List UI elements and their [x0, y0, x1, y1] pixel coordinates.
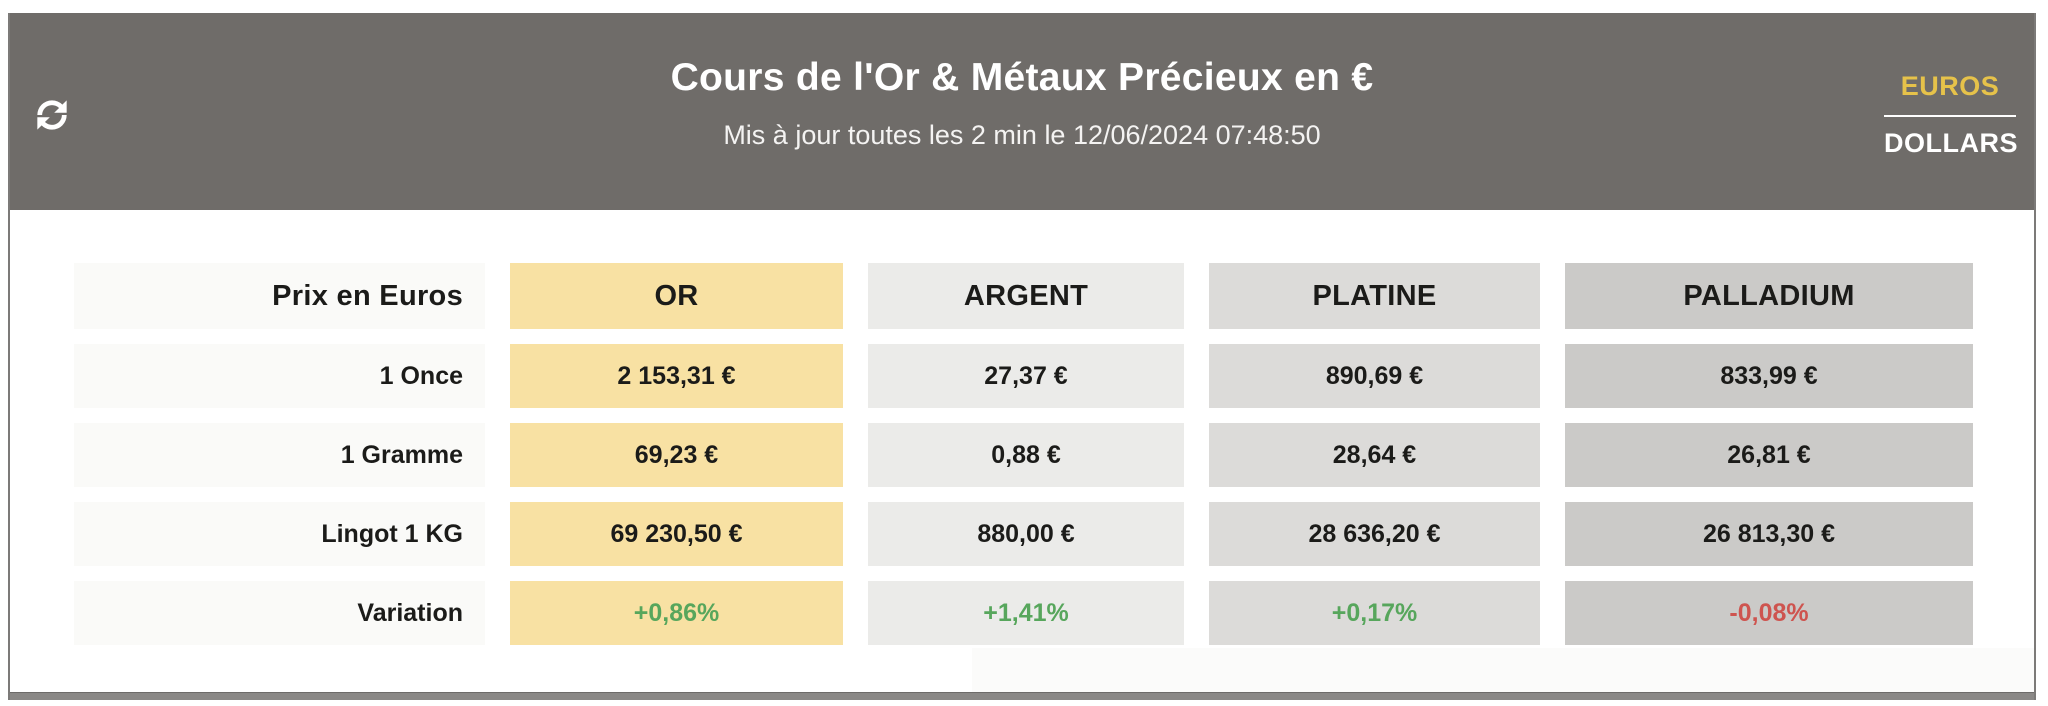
refresh-button[interactable]: [30, 93, 74, 137]
value-argent-once: 27,37 €: [868, 344, 1184, 408]
column-header-or: OR: [510, 263, 843, 329]
price-table-area: Prix en Euros OR ARGENT PLATINE PALLADIU…: [10, 210, 2034, 692]
value-palladium-gramme: 26,81 €: [1565, 423, 1973, 487]
price-table: Prix en Euros OR ARGENT PLATINE PALLADIU…: [74, 263, 1973, 645]
value-argent-gramme: 0,88 €: [868, 423, 1184, 487]
value-or-once: 2 153,31 €: [510, 344, 843, 408]
value-platine-gramme: 28,64 €: [1209, 423, 1540, 487]
value-platine-once: 890,69 €: [1209, 344, 1540, 408]
variation-platine: +0,17%: [1209, 581, 1540, 645]
row-label-once: 1 Once: [74, 344, 485, 408]
table-corner-header: Prix en Euros: [74, 263, 485, 329]
value-platine-lingot: 28 636,20 €: [1209, 502, 1540, 566]
currency-toggle: EUROS DOLLARS: [1884, 71, 2018, 159]
value-palladium-lingot: 26 813,30 €: [1565, 502, 1973, 566]
column-header-palladium: PALLADIUM: [1565, 263, 1973, 329]
value-argent-lingot: 880,00 €: [868, 502, 1184, 566]
footer-tint: [972, 648, 2034, 692]
value-palladium-once: 833,99 €: [1565, 344, 1973, 408]
refresh-icon: [30, 93, 74, 137]
row-label-gramme: 1 Gramme: [74, 423, 485, 487]
last-updated-text: Mis à jour toutes les 2 min le 12/06/202…: [723, 120, 1321, 150]
row-label-variation: Variation: [74, 581, 485, 645]
gold-price-widget: Cours de l'Or & Métaux Précieux en € Mis…: [8, 13, 2036, 700]
variation-argent: +1,41%: [868, 581, 1184, 645]
widget-header: Cours de l'Or & Métaux Précieux en € Mis…: [10, 13, 2034, 210]
column-header-argent: ARGENT: [868, 263, 1184, 329]
value-or-gramme: 69,23 €: [510, 423, 843, 487]
currency-option-dollars[interactable]: DOLLARS: [1884, 128, 2018, 158]
widget-bottom-border: [10, 692, 2034, 700]
column-header-platine: PLATINE: [1209, 263, 1540, 329]
variation-palladium: -0,08%: [1565, 581, 1973, 645]
currency-option-euros[interactable]: EUROS: [1900, 71, 2000, 101]
row-label-lingot: Lingot 1 KG: [74, 502, 485, 566]
value-or-lingot: 69 230,50 €: [510, 502, 843, 566]
currency-divider: [1884, 115, 2016, 117]
variation-or: +0,86%: [510, 581, 843, 645]
page-title: Cours de l'Or & Métaux Précieux en €: [670, 56, 1374, 99]
